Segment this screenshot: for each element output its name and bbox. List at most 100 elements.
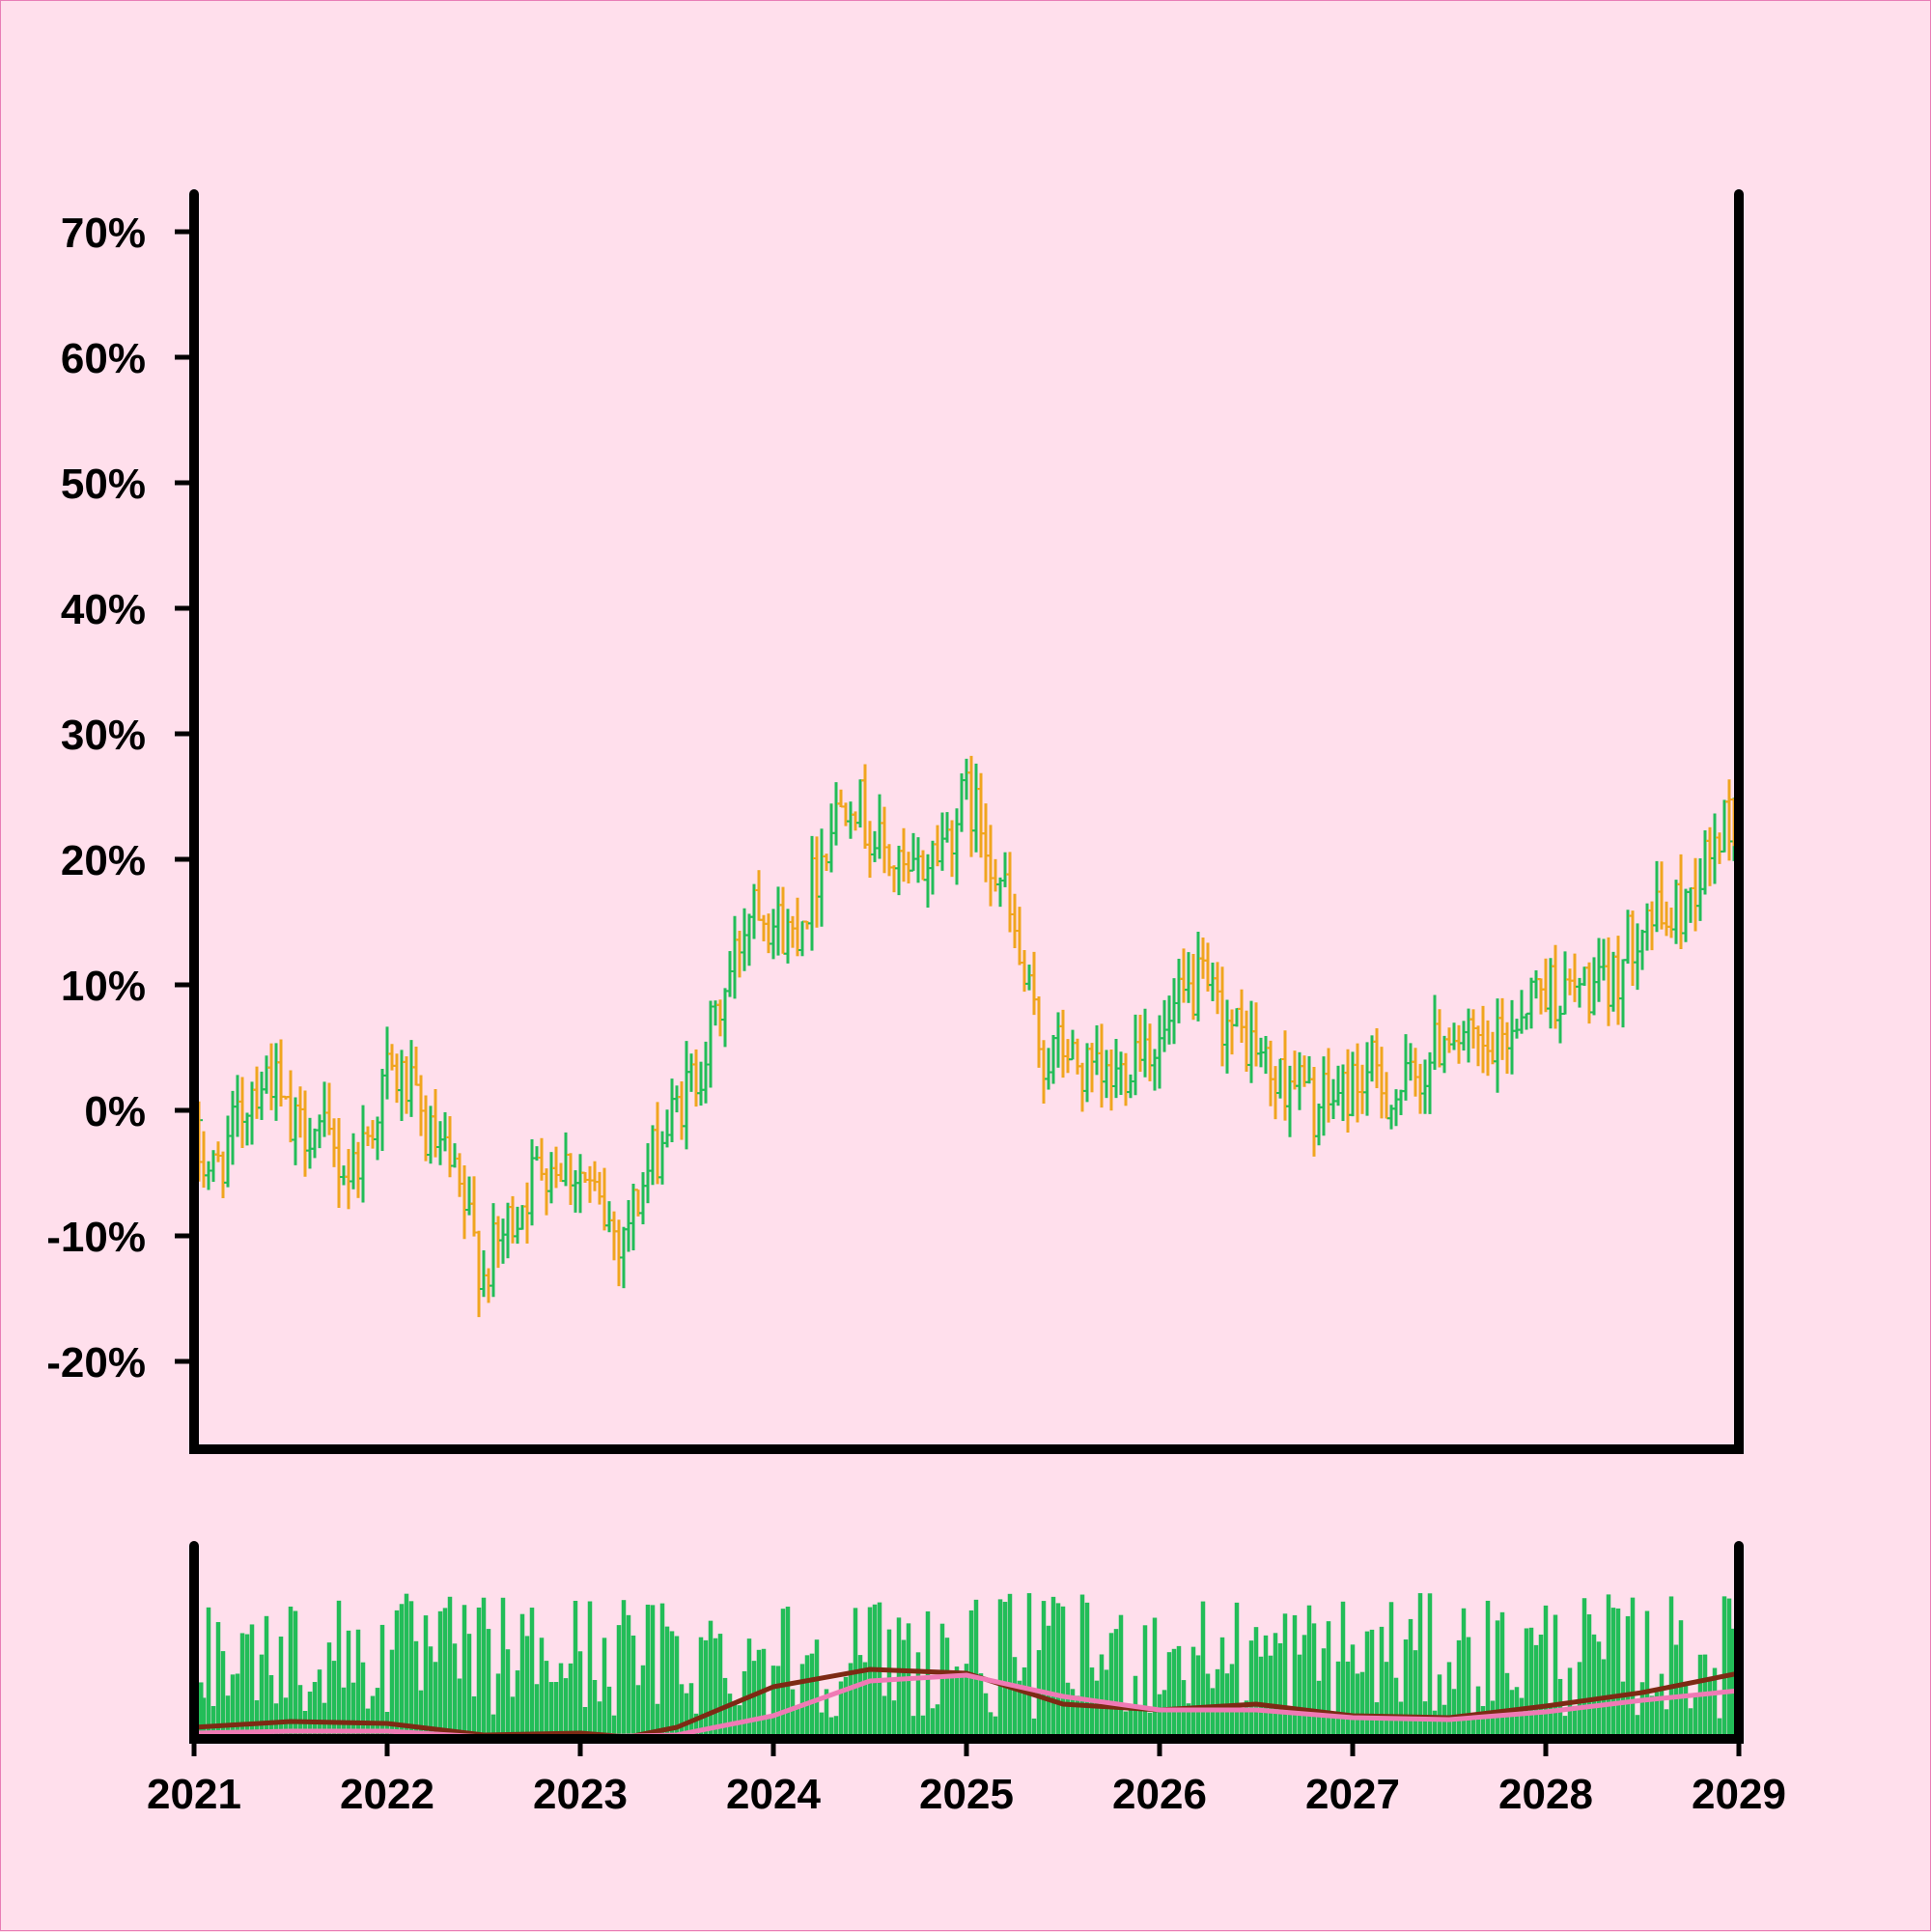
volume-bar [988, 1712, 993, 1739]
volume-bar [350, 1682, 356, 1739]
volume-bar [1258, 1656, 1264, 1739]
volume-bar [1210, 1688, 1216, 1739]
volume-bar [688, 1683, 694, 1739]
volume-bar [1485, 1600, 1491, 1739]
volume-bar [1017, 1680, 1022, 1739]
volume-bar [804, 1655, 810, 1739]
volume-bar [1553, 1614, 1558, 1739]
volume-bar [490, 1714, 496, 1739]
volume-bar [920, 1715, 926, 1739]
volume-bar [408, 1601, 414, 1739]
volume-bar [886, 1629, 892, 1739]
volume-bar [1248, 1640, 1254, 1739]
volume-bar [828, 1717, 834, 1739]
volume-bar [264, 1615, 269, 1739]
volume-bar [568, 1663, 574, 1739]
volume-bar [1490, 1700, 1496, 1739]
volume-bar [254, 1700, 260, 1739]
volume-bar [862, 1662, 868, 1739]
volume-bar [220, 1651, 226, 1739]
volume-bar [1707, 1680, 1713, 1739]
volume-bar [1524, 1628, 1529, 1739]
volume-bar [939, 1623, 945, 1739]
volume-bar [1002, 1602, 1008, 1739]
volume-bar [1166, 1652, 1172, 1739]
volume-bar [775, 1666, 781, 1739]
volume-bar [1186, 1703, 1191, 1739]
volume-bar [848, 1663, 854, 1739]
volume-bar [1596, 1641, 1602, 1739]
volume-bar [891, 1700, 897, 1739]
volume-bar [534, 1684, 540, 1739]
volume-bar [529, 1608, 535, 1739]
volume-bar [312, 1682, 318, 1739]
volume-bar [524, 1636, 530, 1739]
volume-bar [1345, 1661, 1351, 1739]
volume-bar [297, 1685, 303, 1739]
volume-bar [602, 1638, 607, 1739]
volume-bar [558, 1663, 564, 1739]
x-tick-label: 2027 [1305, 1771, 1400, 1818]
volume-bar [495, 1673, 501, 1739]
y-tick-label: 20% [61, 837, 146, 884]
volume-bar [1152, 1617, 1158, 1739]
y-tick-label: -20% [46, 1339, 146, 1386]
volume-bar [1591, 1634, 1597, 1739]
volume-bar [1287, 1712, 1293, 1739]
volume-bar [1176, 1645, 1182, 1739]
volume-bar [1470, 1718, 1476, 1739]
volume-bar [616, 1625, 622, 1739]
volume-bar [1673, 1644, 1679, 1739]
volume-bar [964, 1664, 969, 1739]
volume-bar [1562, 1716, 1568, 1739]
volume-bar [1330, 1715, 1336, 1739]
x-tick-label: 2022 [340, 1771, 434, 1818]
volume-bar [1089, 1667, 1095, 1739]
volume-bar [1239, 1710, 1245, 1739]
volume-bar [1393, 1677, 1399, 1739]
x-tick-label: 2025 [919, 1771, 1014, 1818]
volume-panel: 2021 2022 2023 2024 2025 2026 2027 2028 2029 [147, 1541, 1786, 1818]
volume-bar [278, 1637, 284, 1739]
volume-bar [630, 1635, 636, 1739]
volume-bar [1499, 1611, 1505, 1739]
volume-bar [1012, 1657, 1018, 1739]
volume-bar [1586, 1614, 1592, 1739]
volume-bar [1340, 1601, 1346, 1739]
y-tick-label: 70% [61, 210, 146, 257]
volume-bar [428, 1646, 434, 1739]
volume-bar [1364, 1631, 1370, 1739]
volume-bar [1326, 1621, 1331, 1739]
volume-bar [606, 1686, 612, 1739]
volume-bar [1427, 1593, 1433, 1739]
volume-bar [1108, 1633, 1114, 1739]
volume-bar [1195, 1655, 1201, 1739]
volume-bar [1123, 1711, 1129, 1739]
volume-bar [486, 1629, 491, 1739]
volume-bar [307, 1692, 313, 1739]
volume-bar [814, 1639, 820, 1739]
volume-bar [582, 1706, 588, 1739]
volume-bar [1244, 1700, 1249, 1739]
volume-bar [1729, 1670, 1734, 1739]
volume-bar [698, 1637, 704, 1739]
volume-bar [225, 1695, 231, 1739]
volume-bar [500, 1597, 506, 1739]
volume-bar [1417, 1593, 1423, 1739]
volume-bar [790, 1689, 796, 1739]
x-tick-label: 2028 [1498, 1771, 1593, 1818]
ohlc-series [195, 755, 1738, 1318]
volume-bar [587, 1601, 593, 1739]
volume-bar [375, 1688, 380, 1739]
volume-bar [761, 1648, 767, 1739]
volume-bar [418, 1690, 424, 1739]
volume-bar [780, 1609, 786, 1739]
volume-bar [1094, 1680, 1100, 1739]
volume-bar [659, 1603, 665, 1739]
volume-bar [206, 1607, 211, 1739]
volume-bar [346, 1630, 351, 1739]
volume-bar [727, 1694, 733, 1739]
volume-bar [1007, 1593, 1013, 1739]
y-tick-label: 40% [61, 586, 146, 633]
